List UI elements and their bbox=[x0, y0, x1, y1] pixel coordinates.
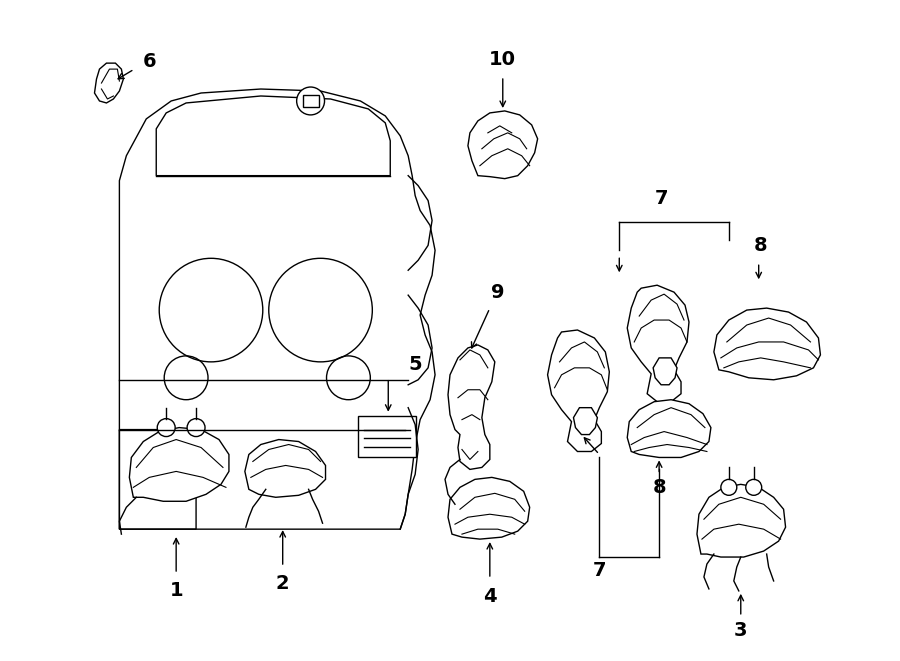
Circle shape bbox=[721, 479, 737, 495]
Text: 3: 3 bbox=[734, 621, 748, 641]
Polygon shape bbox=[448, 345, 495, 469]
Bar bbox=[302, 95, 319, 107]
Polygon shape bbox=[653, 358, 677, 385]
Polygon shape bbox=[714, 308, 821, 380]
Text: 7: 7 bbox=[592, 561, 606, 580]
FancyBboxPatch shape bbox=[358, 416, 416, 457]
Polygon shape bbox=[627, 285, 689, 402]
Circle shape bbox=[158, 418, 176, 436]
Text: 9: 9 bbox=[491, 283, 505, 301]
Circle shape bbox=[297, 87, 325, 115]
Text: 8: 8 bbox=[652, 478, 666, 497]
Polygon shape bbox=[468, 111, 537, 178]
Polygon shape bbox=[448, 477, 530, 539]
Text: 1: 1 bbox=[169, 582, 183, 600]
Polygon shape bbox=[627, 400, 711, 457]
Text: 8: 8 bbox=[754, 236, 768, 255]
Polygon shape bbox=[130, 428, 229, 501]
Circle shape bbox=[187, 418, 205, 436]
Text: 7: 7 bbox=[654, 189, 668, 208]
Text: 10: 10 bbox=[490, 50, 517, 69]
Polygon shape bbox=[697, 485, 786, 557]
Circle shape bbox=[746, 479, 761, 495]
Text: 4: 4 bbox=[483, 588, 497, 606]
Text: 6: 6 bbox=[142, 52, 156, 71]
Text: 2: 2 bbox=[276, 574, 290, 594]
Text: 5: 5 bbox=[409, 356, 422, 374]
Polygon shape bbox=[573, 408, 598, 434]
Polygon shape bbox=[547, 330, 609, 451]
Polygon shape bbox=[245, 440, 326, 497]
